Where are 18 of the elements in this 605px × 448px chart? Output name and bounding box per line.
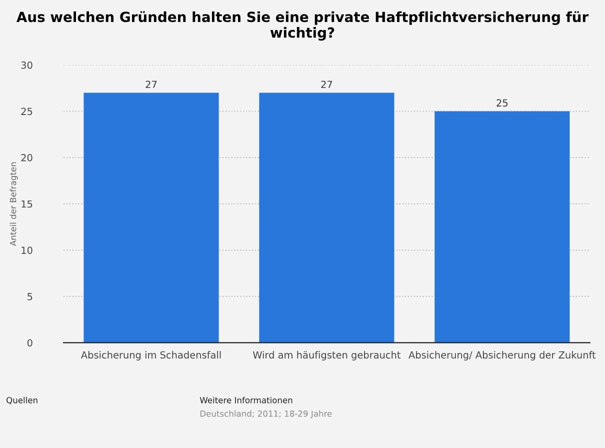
- y-axis-title: Anteil der Befragten: [10, 162, 18, 246]
- text: Weitere Informationen: [200, 396, 292, 404]
- x-tick-label: Absicherung/ Absicherung der Zukunft: [408, 351, 596, 360]
- text: Deutschland; 2011; 18-29 Jahre: [200, 410, 332, 418]
- x-tick-label: Wird am häufigsten gebraucht: [252, 351, 401, 360]
- chart-title: Aus welchen Gründen halten Sie eine private Haftpflichtversicherung für wichtig?: [16, 11, 589, 41]
- y-tick-label: 20: [21, 154, 32, 162]
- data-label: 25: [496, 99, 508, 107]
- y-tick-label: 5: [28, 293, 32, 300]
- y-tick-label: 0: [27, 339, 32, 347]
- y-tick-label: 25: [21, 108, 32, 116]
- text: Quellen: [6, 396, 38, 404]
- y-tick-label: 30: [21, 61, 32, 69]
- y-tick-label: 15: [22, 200, 32, 208]
- data-label: 27: [321, 80, 332, 88]
- data-label: 27: [146, 80, 157, 88]
- x-tick-label: Absicherung im Schadensfall: [80, 351, 221, 360]
- y-tick-label: 10: [22, 246, 32, 254]
